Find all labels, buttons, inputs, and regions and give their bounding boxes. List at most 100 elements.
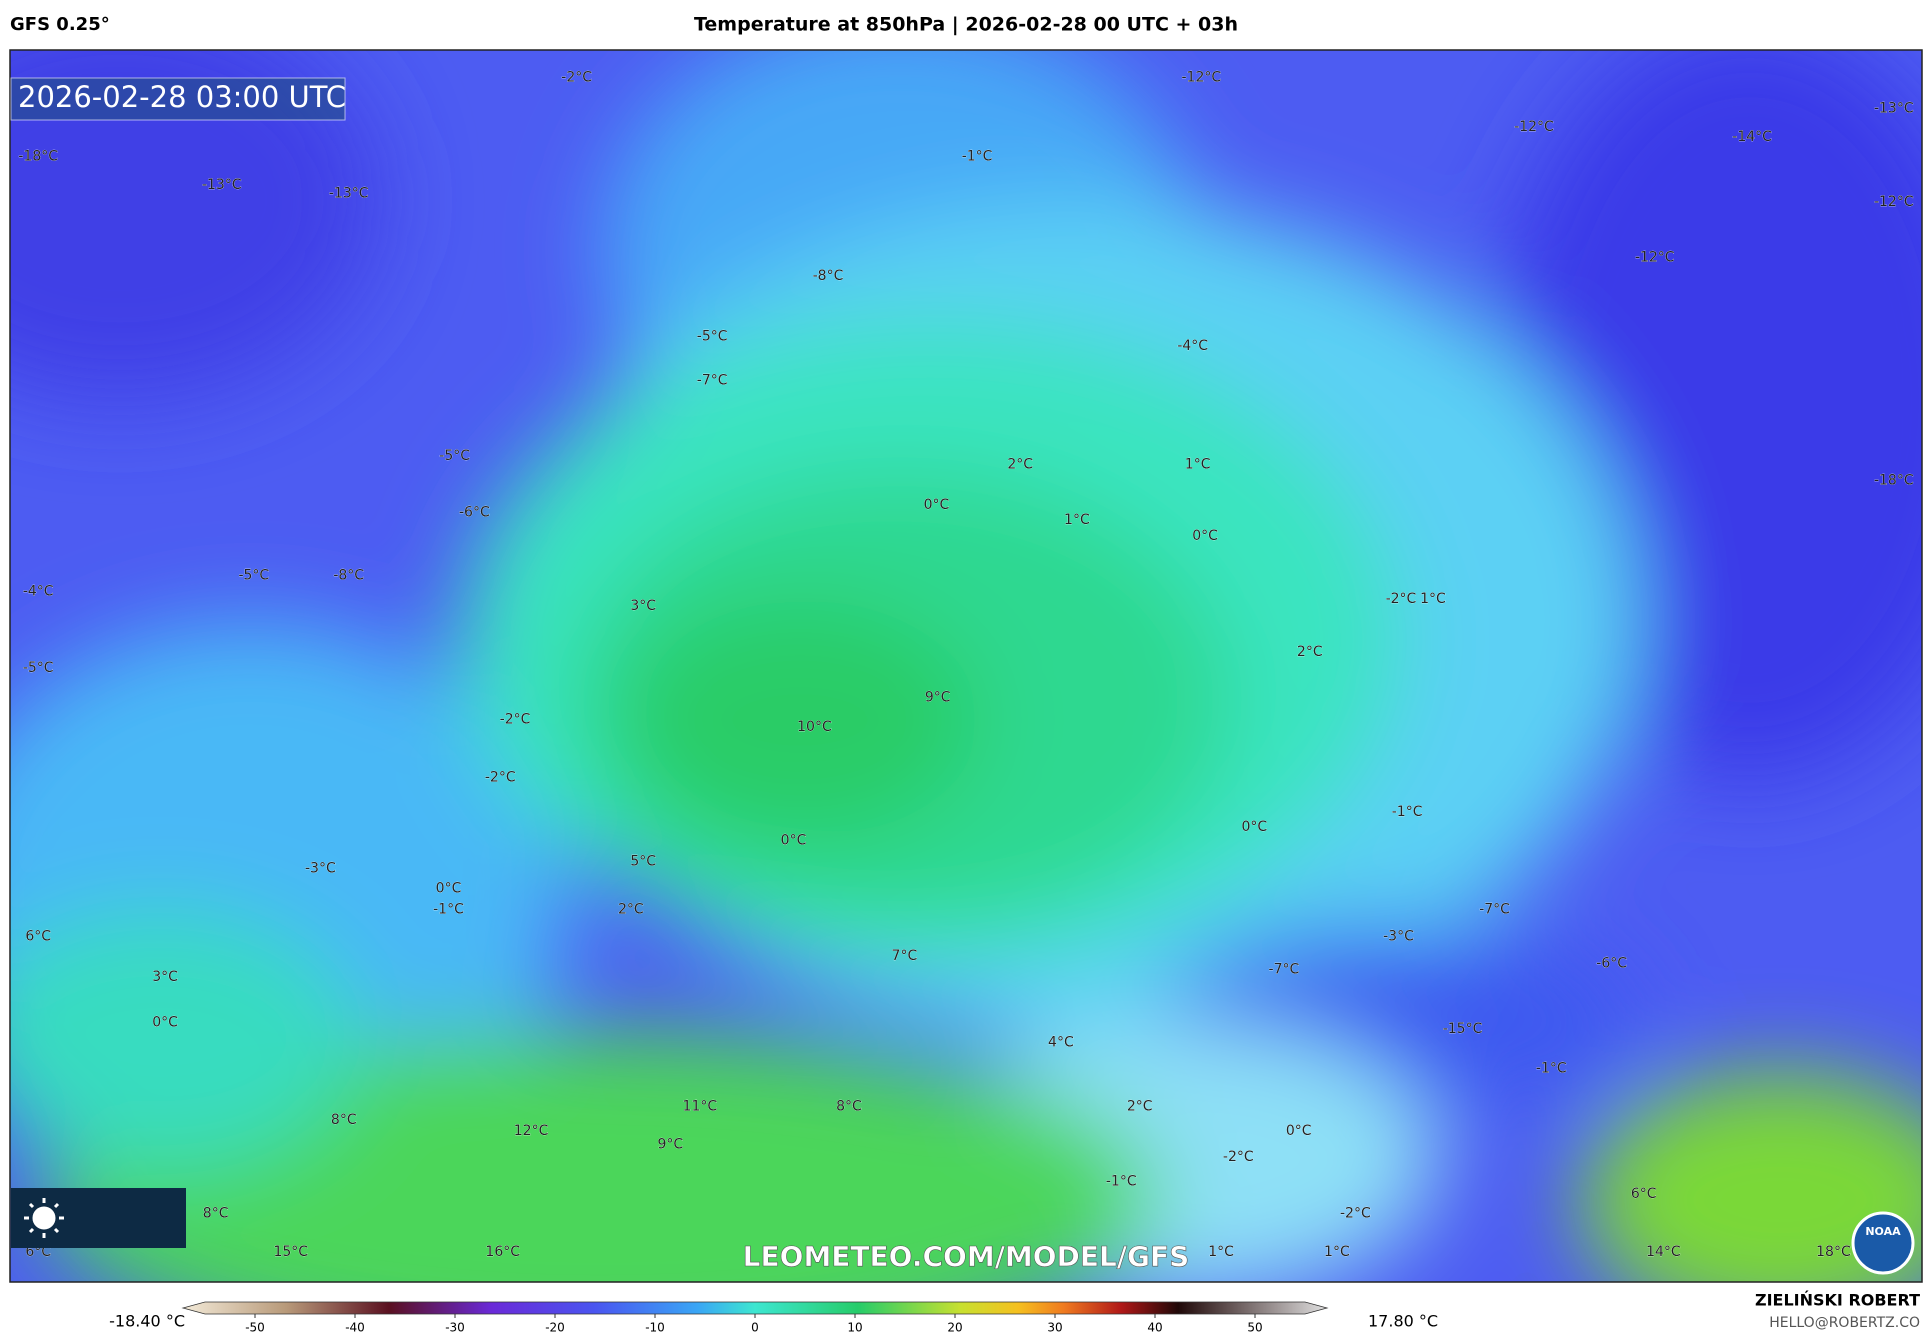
temperature-label: -15°C xyxy=(1443,1021,1483,1037)
temperature-label: 8°C xyxy=(203,1206,229,1222)
temperature-label: 16°C xyxy=(485,1244,520,1260)
temperature-label: -7°C xyxy=(1269,962,1300,978)
colorbar-tick-label: -10 xyxy=(645,1321,665,1335)
colorbar-tick-label: 50 xyxy=(1247,1321,1262,1335)
temperature-label: 2°C xyxy=(618,901,644,917)
colorbar-tick-label: -40 xyxy=(345,1321,365,1335)
temperature-label: 1°C xyxy=(1208,1244,1234,1260)
temperature-label: -12°C xyxy=(1874,194,1914,210)
temperature-label: -1°C xyxy=(1536,1060,1567,1076)
temperature-label: -3°C xyxy=(305,861,336,877)
colorbar-tick-label: 40 xyxy=(1147,1321,1162,1335)
colorbar-tick-label: -20 xyxy=(545,1321,565,1335)
temperature-label: -12°C xyxy=(1514,119,1554,135)
temperature-label: -13°C xyxy=(1874,100,1914,116)
temperature-label: -13°C xyxy=(202,177,242,193)
temperature-label: -7°C xyxy=(697,373,728,389)
temperature-label: 4°C xyxy=(1048,1034,1074,1050)
colorbar-min: -18.40 °C xyxy=(109,1312,185,1331)
temperature-label: 11°C xyxy=(683,1098,718,1114)
temperature-label: 0°C xyxy=(781,832,807,848)
temperature-label: -12°C xyxy=(1635,250,1675,266)
temperature-label: -1°C xyxy=(962,148,993,164)
temperature-label: 2°C xyxy=(1007,457,1033,473)
temperature-label: 6°C xyxy=(1631,1186,1657,1202)
email: HELLO@ROBERTZ.CO xyxy=(1769,1315,1920,1331)
colorbar-body xyxy=(181,1301,1329,1315)
temperature-label: 3°C xyxy=(630,598,656,614)
author: ZIELIŃSKI ROBERT xyxy=(1755,1291,1920,1310)
temperature-label: 9°C xyxy=(925,689,951,705)
temperature-label: 5°C xyxy=(630,853,656,869)
temperature-label: 0°C xyxy=(1241,819,1267,835)
chart-title: Temperature at 850hPa | 2026-02-28 00 UT… xyxy=(694,14,1238,36)
temperature-label: 2°C xyxy=(1127,1098,1153,1114)
temperature-label: -18°C xyxy=(18,148,58,164)
temperature-label: 9°C xyxy=(657,1137,683,1153)
model-name: GFS 0.25° xyxy=(10,14,110,35)
temperature-label: -6°C xyxy=(1596,956,1627,972)
temperature-label: -5°C xyxy=(439,448,470,464)
temperature-label: -7°C xyxy=(1479,901,1510,917)
temperature-label: 1°C xyxy=(1420,591,1446,607)
temperature-label: 12°C xyxy=(514,1123,549,1139)
noaa-badge: NOAA xyxy=(1851,1211,1915,1275)
temperature-label: -2°C xyxy=(561,70,592,86)
temperature-label: -2°C xyxy=(500,712,531,728)
temperature-label: -3°C xyxy=(1383,928,1414,944)
colorbar-tick-label: 30 xyxy=(1047,1321,1062,1335)
temperature-label: 3°C xyxy=(152,969,178,985)
temperature-label: -5°C xyxy=(238,567,269,583)
temperature-label: -5°C xyxy=(23,660,54,676)
noaa-text: NOAA xyxy=(1865,1225,1901,1238)
temperature-label: -13°C xyxy=(329,185,369,201)
temperature-label: 0°C xyxy=(1286,1123,1312,1139)
colorbar-tick-label: -50 xyxy=(245,1321,265,1335)
timestamp: 2026-02-28 03:00 UTC xyxy=(18,80,346,114)
sun-icon xyxy=(24,1198,64,1238)
temperature-label: -1°C xyxy=(1392,804,1423,820)
temperature-label: -8°C xyxy=(333,567,364,583)
temperature-label: 8°C xyxy=(836,1098,862,1114)
temperature-label: -8°C xyxy=(813,268,844,284)
temperature-label: -2°C xyxy=(1223,1149,1254,1165)
temperature-label: 10°C xyxy=(797,719,832,735)
temperature-label: 8°C xyxy=(331,1112,357,1128)
colorbar: -50 -40 -30 -20 -10 0 10 20 30 40 50 xyxy=(181,1301,1329,1335)
temperature-label: 2°C xyxy=(1297,644,1323,660)
temperature-label: -4°C xyxy=(23,583,54,599)
colorbar-tick-label: -30 xyxy=(445,1321,465,1335)
temperature-labels: -2°C -12°C -13°C -12°C -14°C -18°C -1°C -13°C -1… xyxy=(18,69,1914,1260)
temperature-label: 15°C xyxy=(273,1244,308,1260)
temperature-label: -6°C xyxy=(459,505,490,521)
temperature-label: 14°C xyxy=(1646,1244,1681,1260)
temperature-label: 18°C xyxy=(1816,1244,1851,1260)
colorbar-tick-label: 20 xyxy=(947,1321,962,1335)
temperature-label: 1°C xyxy=(1064,512,1090,528)
temperature-label: -18°C xyxy=(1874,473,1914,489)
temperature-label: -1°C xyxy=(433,901,464,917)
colorbar-tick-label: 0 xyxy=(751,1321,759,1335)
temperature-label: -12°C xyxy=(1182,70,1222,86)
temperature-label: 7°C xyxy=(892,948,918,964)
temperature-label: 1°C xyxy=(1185,457,1211,473)
timestamp-box xyxy=(10,77,346,121)
colorbar-max: 17.80 °C xyxy=(1368,1312,1438,1331)
temperature-label: -2°C xyxy=(1340,1206,1371,1222)
temperature-label: -1°C xyxy=(1106,1174,1137,1190)
temperature-label: -2°C xyxy=(485,769,516,785)
temperature-label: -14°C xyxy=(1732,129,1772,145)
temperature-label: 1°C xyxy=(1324,1244,1350,1260)
temperature-label: -2°C xyxy=(1386,591,1417,607)
temperature-label: 0°C xyxy=(152,1015,178,1031)
temperature-label: -5°C xyxy=(697,328,728,344)
temperature-label: -4°C xyxy=(1177,338,1208,354)
map-frame xyxy=(9,49,1923,1283)
watermark: LEOMETEO.COM/MODEL/GFS xyxy=(743,1240,1190,1273)
temperature-label: 0°C xyxy=(436,880,462,896)
temperature-label: 0°C xyxy=(1192,528,1218,544)
temperature-label: 0°C xyxy=(924,497,950,513)
